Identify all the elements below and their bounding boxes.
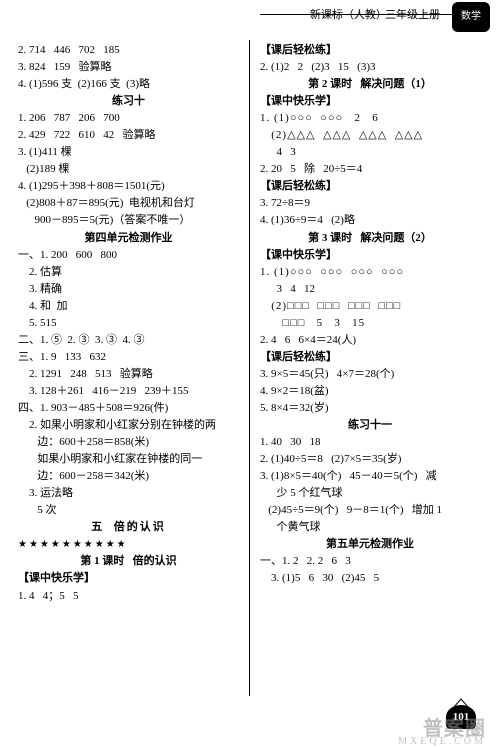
text-line: 2. 如果小明家和小红家分别在钟楼的两 <box>18 417 239 434</box>
text-line: 4. 和 加 <box>18 298 239 315</box>
text-line: 3. (1)8×5＝40(个) 45－40＝5(个) 减 <box>260 468 480 485</box>
text-line: 2. 714 446 702 185 <box>18 42 239 59</box>
text-line: 2. 20 5 除 20÷5＝4 <box>260 161 480 178</box>
bracket-heading: 【课中快乐学】 <box>260 247 480 264</box>
text-line: 3. 运法略 <box>18 485 239 502</box>
section-heading: 练习十 <box>18 93 239 110</box>
text-line: 4. (1)295＋398＋808＝1501(元) <box>18 178 239 195</box>
text-line: 3 4 12 <box>260 281 480 298</box>
bracket-heading: 【课后轻松练】 <box>260 349 480 366</box>
section-heading: 第四单元检测作业 <box>18 230 239 247</box>
text-line: 如果小明家和小红家在钟楼的同一 <box>18 451 239 468</box>
text-line: 5. 515 <box>18 315 239 332</box>
lesson-heading: 第 2 课时 解决问题（1） <box>260 76 480 93</box>
left-column: 2. 714 446 702 185 3. 824 159 验算略 4. (1)… <box>14 40 250 696</box>
text-line: 4. (1)36÷9＝4 (2)略 <box>260 212 480 229</box>
text-line: (2)189 棵 <box>18 161 239 178</box>
bracket-heading: 【课中快乐学】 <box>260 93 480 110</box>
text-line: 3. (1)5 6 30 (2)45 5 <box>260 570 480 587</box>
lesson-heading: 第 3 课时 解决问题（2） <box>260 230 480 247</box>
tv-icon <box>452 697 470 707</box>
text-line: 三、1. 9 133 632 <box>18 349 239 366</box>
bracket-heading: 【课后轻松练】 <box>260 42 480 59</box>
text-line: 4. (1)596 支 (2)166 支 (3)略 <box>18 76 239 93</box>
header-title: 新课标（人教）·三年级上册 <box>310 6 440 22</box>
text-line: 1. 4 4；5 5 <box>18 588 239 605</box>
text-line: 2. 1291 248 513 验算略 <box>18 366 239 383</box>
content-columns: 2. 714 446 702 185 3. 824 159 验算略 4. (1)… <box>0 40 500 696</box>
text-line: 3. 9×5＝45(只) 4×7＝28(个) <box>260 366 480 383</box>
star-divider <box>18 536 239 553</box>
text-line: 3. 精确 <box>18 281 239 298</box>
text-line: 1. (1)○○○ ○○○ ○○○ ○○○ <box>260 264 480 281</box>
text-line: 3. 128＋261 416－219 239＋155 <box>18 383 239 400</box>
text-line: 3. (1)411 棵 <box>18 144 239 161</box>
text-line: 二、1. ⑤ 2. ③ 3. ③ 4. ③ <box>18 332 239 349</box>
text-line: 2. 4 6 6×4＝24(人) <box>260 332 480 349</box>
right-column: 【课后轻松练】 2. (1)2 2 (2)3 15 (3)3 第 2 课时 解决… <box>250 40 486 696</box>
text-line: □□□ 5 3 15 <box>260 315 480 332</box>
text-line: 4. 9×2＝18(盆) <box>260 383 480 400</box>
text-line: 四、1. 903－485＋508＝926(件) <box>18 400 239 417</box>
text-line: 2. 429 722 610 42 验算略 <box>18 127 239 144</box>
text-line: 一、1. 2 2. 2 6 3 <box>260 553 480 570</box>
text-line: 3. 72÷8＝9 <box>260 195 480 212</box>
text-line: 2. (1)40÷5＝8 (2)7×5＝35(岁) <box>260 451 480 468</box>
text-line: 900－895＝5(元)（答案不唯一） <box>18 212 239 229</box>
text-line: 3. 824 159 验算略 <box>18 59 239 76</box>
text-line: 边：600＋258＝858(米) <box>18 434 239 451</box>
text-line: (2)□□□ □□□ □□□ □□□ <box>260 298 480 315</box>
text-line: (2)808＋87＝895(元) 电视机和台灯 <box>18 195 239 212</box>
text-line: 个黄气球 <box>260 519 480 536</box>
text-line: 2. (1)2 2 (2)3 15 (3)3 <box>260 59 480 76</box>
text-line: (2)45÷5＝9(个) 9－8＝1(个) 增加 1 <box>260 502 480 519</box>
text-line: 1. (1)○○○ ○○○ 2 6 <box>260 110 480 127</box>
lesson-heading: 第 1 课时 倍的认识 <box>18 553 239 570</box>
text-line: 一、1. 200 600 800 <box>18 247 239 264</box>
text-line: 少 5 个红气球 <box>260 485 480 502</box>
section-heading: 第五单元检测作业 <box>260 536 480 553</box>
text-line: 1. 206 787 206 700 <box>18 110 239 127</box>
text-line: 边：600－258＝342(米) <box>18 468 239 485</box>
text-line: 5. 8×4＝32(岁) <box>260 400 480 417</box>
text-line: 5 次 <box>18 502 239 519</box>
watermark-sub: MXEQE.COM <box>398 736 486 747</box>
text-line: 1. 40 30 18 <box>260 434 480 451</box>
unit-heading: 五 倍的认识 <box>18 519 239 536</box>
bracket-heading: 【课中快乐学】 <box>18 570 239 587</box>
subject-badge: 数学 <box>452 2 490 32</box>
text-line: 4 3 <box>260 144 480 161</box>
page-header: 新课标（人教）·三年级上册 数学 <box>0 0 500 40</box>
text-line: 2. 估算 <box>18 264 239 281</box>
text-line: (2)△△△ △△△ △△△ △△△ <box>260 127 480 144</box>
section-heading: 练习十一 <box>260 417 480 434</box>
bracket-heading: 【课后轻松练】 <box>260 178 480 195</box>
